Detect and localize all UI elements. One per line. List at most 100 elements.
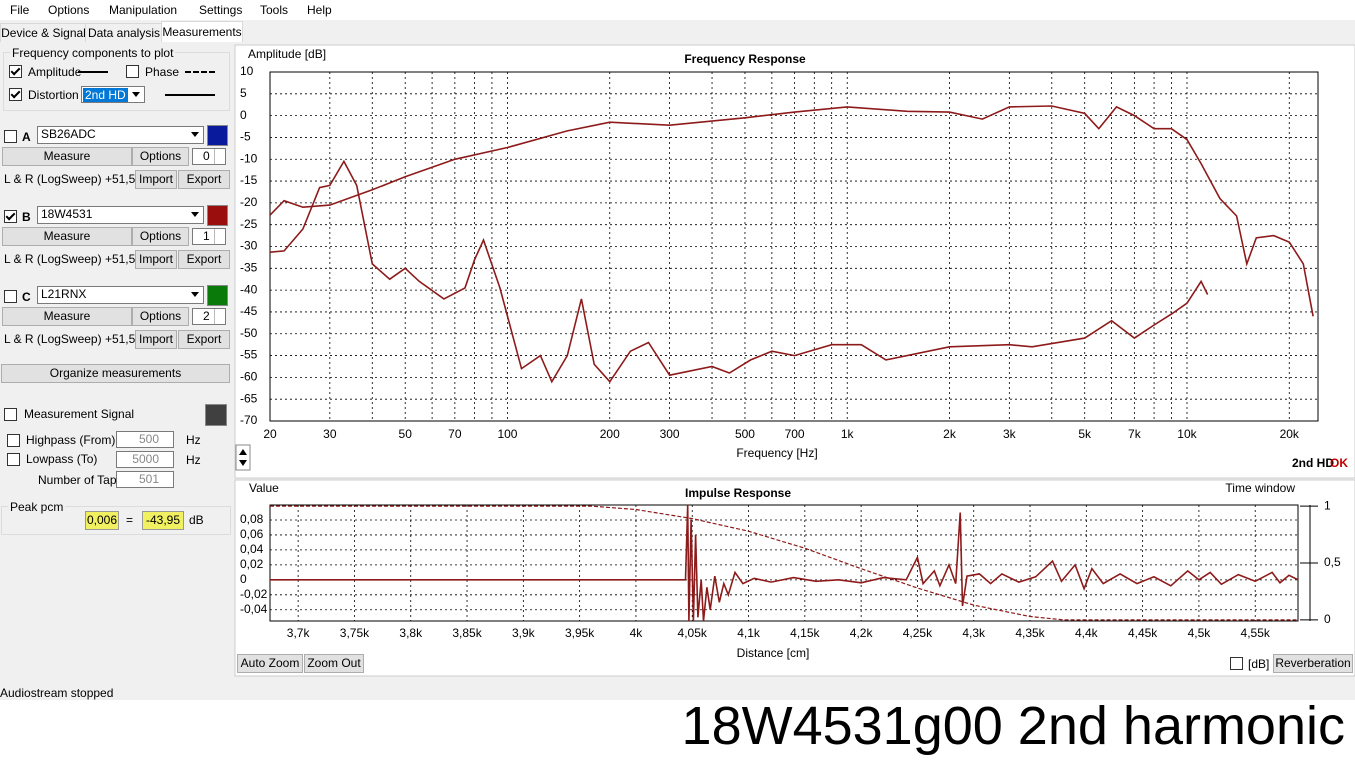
import-button[interactable]: Import [135,330,177,349]
organize-button[interactable]: Organize measurements [1,364,230,383]
peak-group [1,506,231,535]
x-tick-label: 200 [600,427,620,441]
tab[interactable]: Measurements [161,21,243,42]
source-label: L & R (LogSweep) +51,5dB [4,252,150,266]
label: Amplitude [28,65,82,79]
number-input[interactable]: 501 [116,471,174,488]
chart-title: Frequency Response [684,52,806,66]
x-tick-label: 4,1k [737,626,761,640]
plot-area [270,505,1298,621]
x-tick-label: 3,7k [287,626,311,640]
checkbox[interactable] [4,290,17,303]
spinner[interactable] [214,309,225,324]
measure-button[interactable]: Measure [2,227,132,246]
options-button[interactable]: Options [132,307,189,326]
dropdown[interactable]: 2nd HD [81,86,145,103]
measure-button[interactable]: Measure [2,307,132,326]
checkbox[interactable] [9,88,22,101]
menu-item[interactable]: Settings [199,3,243,17]
x-axis-label: Distance [cm] [737,646,810,660]
scroll-buttons[interactable] [235,444,251,471]
y-tick-label: -55 [240,348,258,362]
checkbox[interactable] [126,65,139,78]
options-button[interactable]: Options [132,147,189,166]
label: Number of Taps [38,473,123,487]
data-line [270,505,1298,621]
import-button[interactable]: Import [135,170,177,189]
scroll-arrows [239,449,247,466]
checkbox[interactable] [4,408,17,421]
export-button[interactable]: Export [178,330,230,349]
y2-tick-label: 1 [1324,498,1331,512]
import-button[interactable]: Import [135,250,177,269]
x-tick-label: 500 [735,427,755,441]
y-tick-label: -0,04 [240,602,268,616]
label: Phase [145,65,180,79]
y-axis-label: Value [249,481,279,495]
x-tick-label: 4,4k [1075,626,1099,640]
data-line [270,105,1314,317]
checkbox[interactable] [7,434,20,447]
y-tick-label: 0,08 [240,512,264,526]
checkbox[interactable] [7,453,20,466]
tab[interactable]: Data analysis [85,23,163,42]
y-tick-label: 10 [240,64,254,78]
index-input[interactable]: 0 [192,148,226,165]
channel-dropdown[interactable]: 18W4531 [37,206,204,224]
source-label: L & R (LogSweep) +51,5dB [4,172,150,186]
color-swatch[interactable] [207,205,228,226]
y-tick-label: 0,02 [240,557,264,571]
checkbox[interactable] [9,65,22,78]
channel-dropdown[interactable]: SB26ADC [37,126,204,144]
index-input[interactable]: 1 [192,228,226,245]
x-tick-label: 3k [1003,427,1017,441]
label: [dB] [1248,657,1270,671]
unit: dB [189,513,204,527]
reverberation-button[interactable]: Reverberation [1273,654,1353,673]
color-swatch[interactable] [207,285,228,306]
x-tick-label: 3,8k [399,626,423,640]
y-tick-label: -70 [240,413,258,427]
measure-button[interactable]: Measure [2,147,132,166]
channel-dropdown[interactable]: L21RNX [37,286,204,304]
status-text: OK [1330,456,1348,470]
y-tick-label: -30 [240,239,258,253]
index-input[interactable]: 2 [192,308,226,325]
y-tick-label: -20 [240,195,258,209]
menu-item[interactable]: Manipulation [109,3,178,17]
channel-letter: B [22,210,31,224]
spinner[interactable] [214,229,225,244]
y-tick-label: -15 [240,173,258,187]
checkbox[interactable] [4,130,17,143]
export-button[interactable]: Export [178,170,230,189]
y-tick-label: -35 [240,260,258,274]
menu-item[interactable]: Tools [260,3,289,17]
color-swatch[interactable] [205,404,227,426]
checkbox[interactable] [1230,657,1243,670]
zoom-out-button[interactable]: Zoom Out [304,654,364,673]
plot-area [270,72,1318,421]
y-tick-label: -45 [240,304,258,318]
menu-item[interactable]: Help [307,3,332,17]
tab[interactable]: Device & Signal [0,23,87,42]
options-button[interactable]: Options [132,227,189,246]
y-axis-label: Amplitude [dB] [248,47,326,61]
x-tick-label: 4,35k [1015,626,1045,640]
x-tick-label: 7k [1128,427,1142,441]
x-tick-label: 3,95k [565,626,595,640]
status-bar: Audiostream stopped [0,686,114,700]
menu-item[interactable]: File [10,3,30,17]
spinner[interactable] [214,149,225,164]
number-input[interactable]: 500 [116,431,174,448]
menu-item[interactable]: Options [48,3,90,17]
number-input[interactable]: 5000 [116,451,174,468]
y-tick-label: -65 [240,391,258,405]
export-button[interactable]: Export [178,250,230,269]
y-tick-label: -5 [240,130,251,144]
pcm-value: 0,006 [85,511,119,530]
checkbox[interactable] [4,210,17,223]
auto-zoom-button[interactable]: Auto Zoom [237,654,303,673]
x-tick-label: 3,75k [340,626,370,640]
color-swatch[interactable] [207,125,228,146]
